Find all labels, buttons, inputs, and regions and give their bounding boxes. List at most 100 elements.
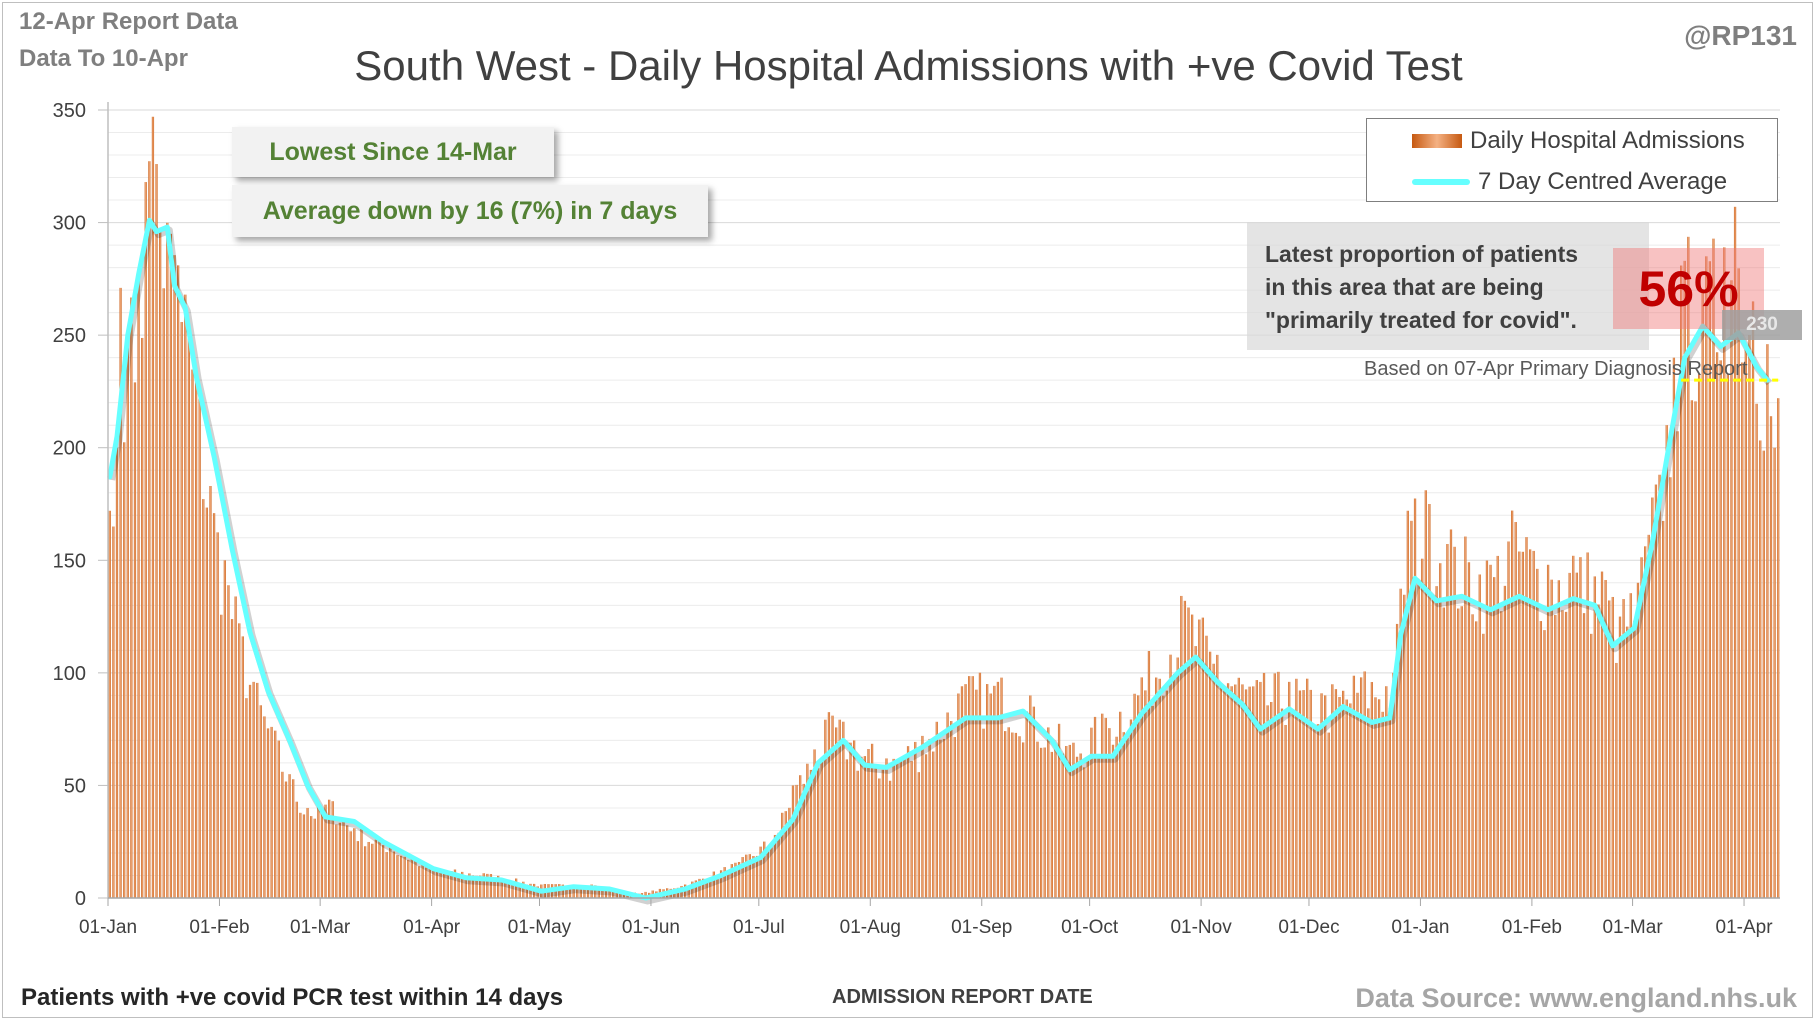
daily-admission-bar <box>443 871 446 898</box>
daily-admission-bar <box>799 775 802 898</box>
daily-admission-bar <box>198 398 201 898</box>
daily-admission-bar <box>1313 724 1316 898</box>
daily-admission-bar <box>1539 621 1543 898</box>
daily-admission-bar <box>410 859 413 898</box>
daily-admission-bar <box>144 182 147 898</box>
daily-admission-bar <box>1600 571 1604 898</box>
daily-admission-bar <box>950 721 953 898</box>
daily-admission-bar <box>1647 534 1650 898</box>
daily-admission-bar <box>417 866 421 898</box>
proportion-value: 56% <box>1638 261 1739 317</box>
daily-admission-bar <box>425 867 428 898</box>
daily-admission-bar <box>910 761 913 898</box>
daily-admission-bar <box>1216 654 1219 898</box>
daily-admission-bar <box>403 856 406 898</box>
daily-admission-bar <box>896 762 899 898</box>
daily-admission-bar <box>1284 724 1287 898</box>
daily-admission-bar <box>1187 607 1190 898</box>
daily-admission-bar <box>137 278 140 898</box>
daily-admission-bar <box>1413 498 1417 898</box>
daily-admission-bar <box>1532 550 1535 898</box>
daily-admission-bar <box>1417 580 1420 898</box>
daily-admission-bar <box>1622 599 1625 898</box>
daily-admission-bar <box>1597 604 1600 898</box>
daily-admission-bar <box>1388 708 1391 898</box>
daily-admission-bar <box>159 232 162 899</box>
daily-admission-bar <box>781 812 784 898</box>
daily-admission-bar <box>1162 695 1165 898</box>
daily-admission-bar <box>1377 699 1381 898</box>
daily-admission-bar <box>1144 690 1147 898</box>
daily-admission-bar <box>320 810 324 898</box>
daily-admission-bar <box>870 743 874 898</box>
daily-admission-bar <box>960 686 964 898</box>
daily-admission-bar <box>687 886 690 898</box>
daily-admission-bar <box>1237 677 1240 898</box>
daily-admission-bar <box>795 784 798 898</box>
daily-admission-bar <box>238 623 241 898</box>
daily-admission-bar <box>367 841 370 898</box>
daily-admission-bar <box>471 875 475 898</box>
daily-admission-bar <box>1514 522 1517 898</box>
daily-admission-bar <box>112 526 115 898</box>
daily-admission-bar <box>439 870 442 898</box>
daily-admission-bar <box>453 869 457 898</box>
daily-admission-bar <box>1658 474 1661 898</box>
daily-admission-bar <box>1766 344 1769 898</box>
daily-admission-bar <box>763 841 766 898</box>
daily-admission-bar <box>1036 741 1039 898</box>
daily-admission-bar <box>1777 398 1780 898</box>
daily-admission-bar <box>1651 497 1654 898</box>
daily-admission-bar <box>835 727 838 898</box>
daily-admission-bar <box>1478 574 1481 898</box>
y-tick-label: 300 <box>53 213 86 235</box>
daily-admission-bar <box>809 769 813 898</box>
daily-admission-bar <box>1234 684 1237 898</box>
daily-admission-bar <box>1759 440 1762 898</box>
daily-admission-bar <box>1629 593 1632 898</box>
daily-admission-bar <box>1446 544 1449 898</box>
daily-admission-bar <box>1316 724 1320 898</box>
daily-admission-bar <box>1392 672 1395 898</box>
daily-admission-bar <box>1467 562 1471 898</box>
daily-admission-bar <box>1277 671 1280 898</box>
daily-admission-bar <box>849 742 852 898</box>
daily-admission-bar <box>151 116 155 899</box>
daily-admission-bar <box>745 854 748 898</box>
daily-admission-bar <box>1050 751 1053 898</box>
y-tick-label: 50 <box>64 775 86 797</box>
daily-admission-bar <box>360 829 363 898</box>
daily-admission-bar <box>292 779 295 898</box>
daily-admission-bar <box>1672 357 1676 899</box>
daily-admission-bar <box>1680 265 1683 898</box>
daily-admission-bar <box>1208 651 1212 898</box>
daily-admission-bar <box>1636 582 1640 898</box>
daily-admission-bar <box>1086 757 1089 898</box>
daily-admission-bar <box>234 596 237 898</box>
daily-admission-bar <box>1579 557 1582 898</box>
daily-admission-bar <box>385 852 388 898</box>
daily-admission-bar <box>1151 705 1154 898</box>
daily-admission-bar <box>1683 260 1686 898</box>
daily-admission-bar <box>748 854 751 898</box>
daily-admission-bar <box>500 880 503 898</box>
daily-admission-bar <box>356 841 360 898</box>
daily-admission-bar <box>888 780 892 898</box>
daily-admission-bar <box>1730 280 1733 898</box>
daily-admission-bar <box>256 682 259 898</box>
daily-admission-bar <box>1140 677 1143 898</box>
daily-admission-bar <box>1554 614 1557 898</box>
daily-admission-bar <box>594 885 597 898</box>
legend-label-daily-admissions: Daily Hospital Admissions <box>1470 127 1745 154</box>
daily-admission-bar <box>1773 447 1776 898</box>
daily-admission-bar <box>1345 699 1348 898</box>
daily-admission-bar <box>1298 690 1302 898</box>
daily-admission-bar <box>126 339 129 898</box>
daily-admission-bar <box>1640 557 1643 898</box>
daily-admission-bar <box>996 681 1000 898</box>
x-tick-label: 01-Dec <box>1278 917 1339 938</box>
daily-admission-bar <box>1762 450 1765 898</box>
daily-admission-bar <box>421 861 424 898</box>
daily-admission-bar <box>310 816 313 898</box>
